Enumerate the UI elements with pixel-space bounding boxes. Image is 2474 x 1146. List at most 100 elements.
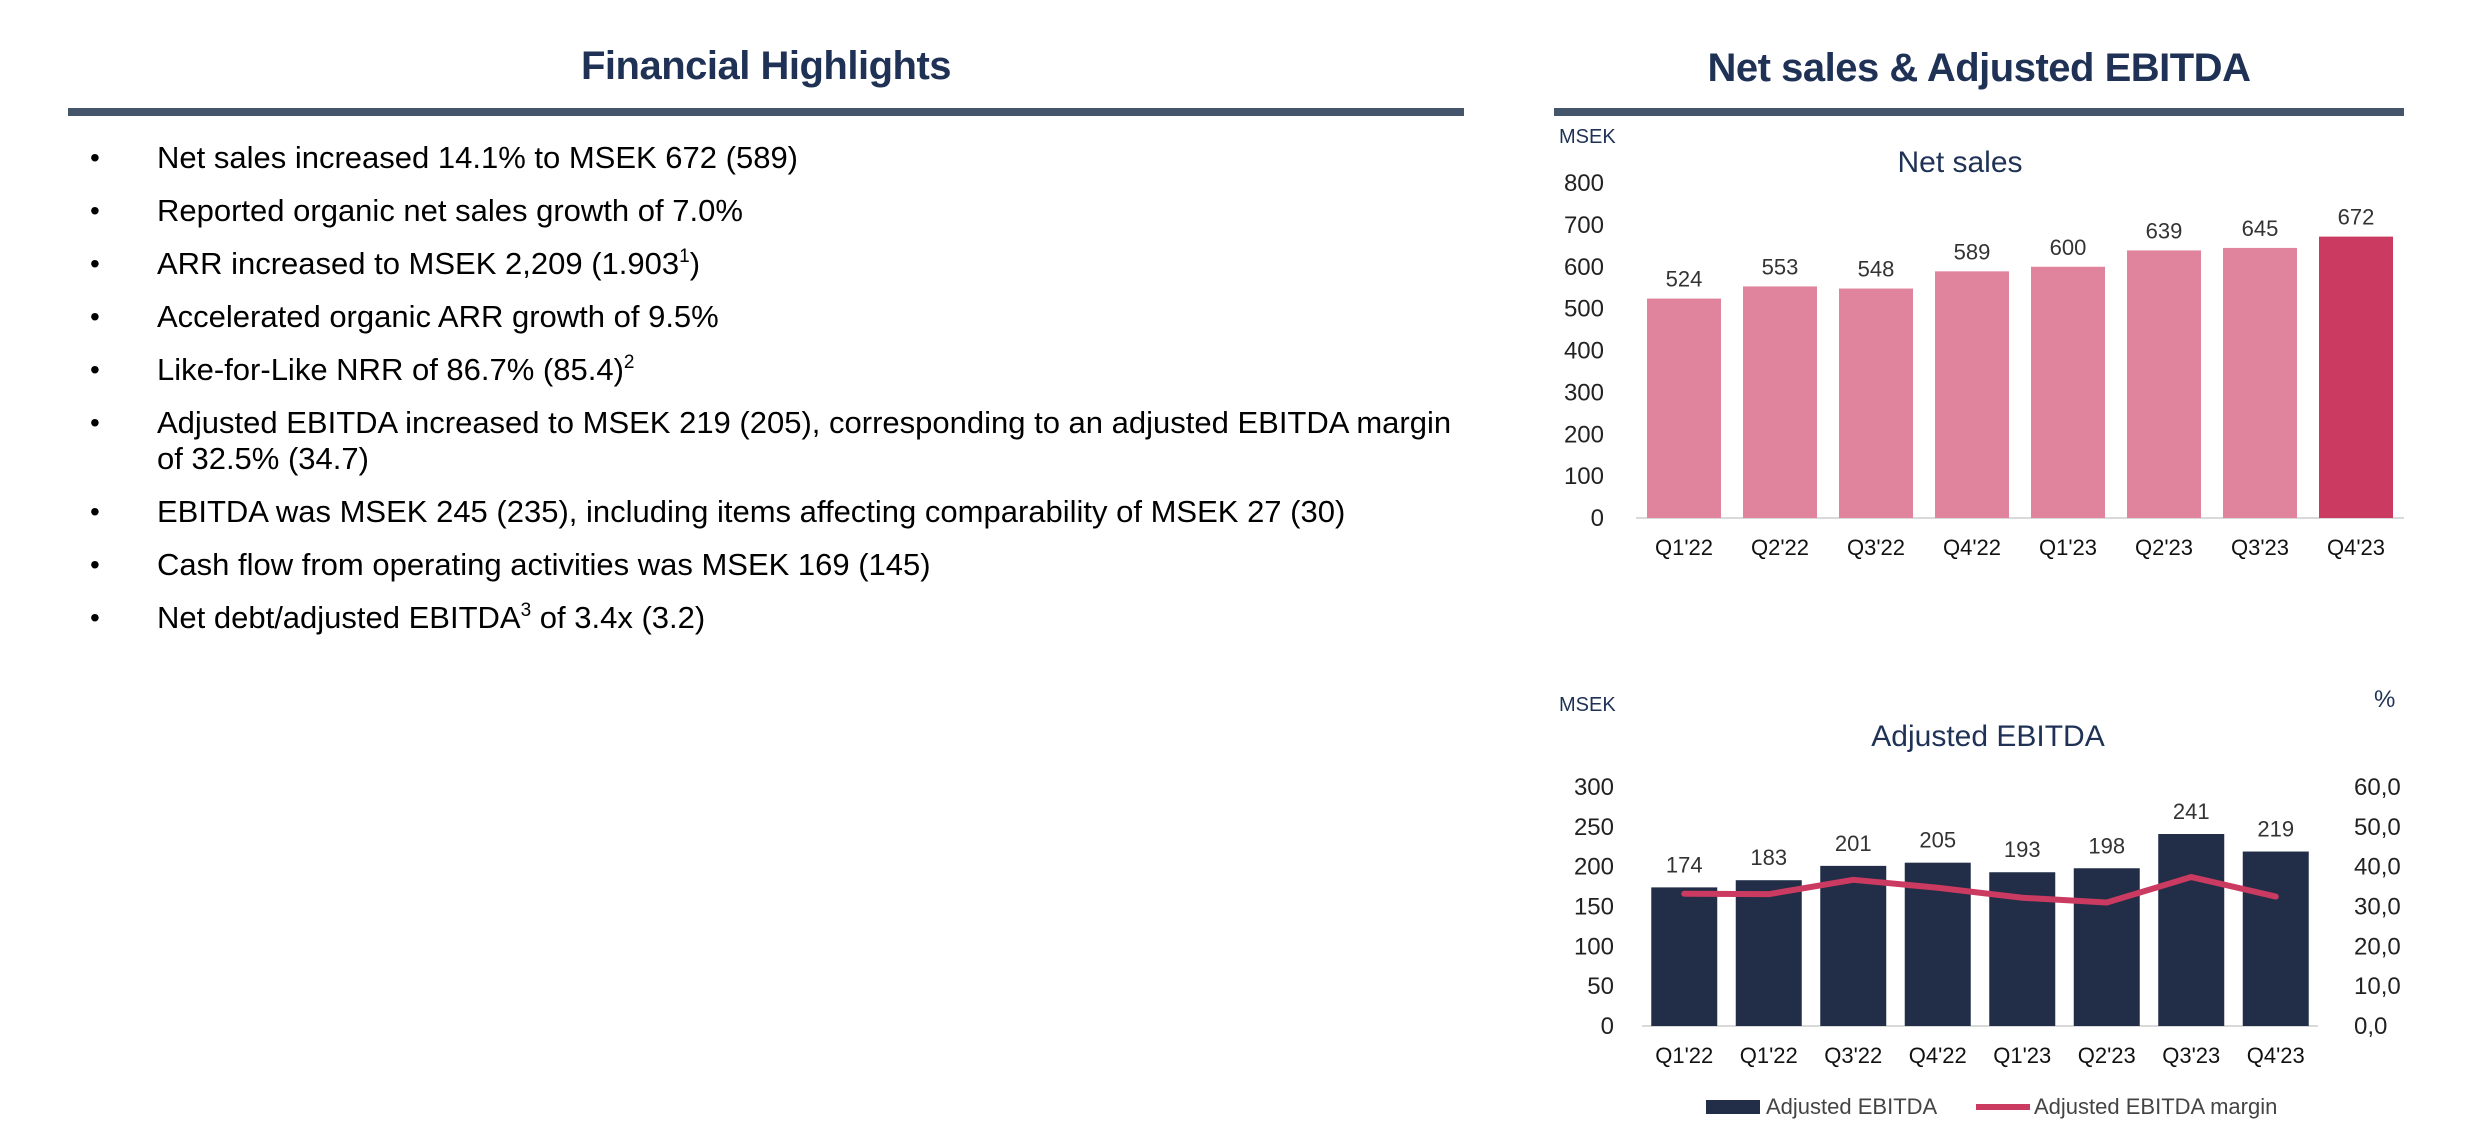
net-sales-y-tick: 700 <box>1564 212 1604 239</box>
highlight-item: • Reported organic net sales growth of 7.… <box>90 193 1470 229</box>
ebitda-data-label: 219 <box>2257 817 2294 842</box>
net-sales-data-label: 589 <box>1954 239 1991 264</box>
net-sales-y-tick: 400 <box>1564 338 1604 365</box>
bullet-dot: • <box>90 602 100 633</box>
footnote-ref: 2 <box>623 352 635 373</box>
net-sales-data-label: 600 <box>2050 235 2087 260</box>
net-sales-x-tick: Q1'23 <box>2039 535 2097 560</box>
ebitda-y-tick: 100 <box>1574 933 1614 960</box>
ebitda-bar <box>2242 851 2309 1026</box>
highlight-item: • Like-for-Like NRR of 86.7% (85.4)2 <box>90 352 1470 388</box>
ebitda-data-label: 174 <box>1666 852 1703 877</box>
bullet-dot: • <box>90 407 100 438</box>
ebitda-bar <box>1651 887 1718 1026</box>
highlight-item: • EBITDA was MSEK 245 (235), including it… <box>90 494 1470 530</box>
highlight-text: ARR increased to MSEK 2,209 (1.903 <box>157 246 680 281</box>
net-sales-x-tick: Q2'22 <box>1751 535 1809 560</box>
ebitda-x-tick: Q1'23 <box>1993 1043 2051 1068</box>
footnote-ref: 1 <box>679 246 690 267</box>
net-sales-bar <box>1839 288 1913 518</box>
highlight-text: Accelerated organic ARR growth of 9.5% <box>157 299 719 334</box>
net-sales-data-label: 639 <box>2146 218 2183 243</box>
ebitda-y-tick: 50 <box>1587 973 1614 1000</box>
net-sales-bar <box>1743 286 1817 518</box>
legend-swatch-ebitda <box>1706 1100 1760 1114</box>
bullet-dot: • <box>90 195 100 226</box>
net-sales-title: Net sales <box>1897 146 2022 179</box>
net-sales-x-tick: Q3'22 <box>1847 535 1905 560</box>
ebitda-y2-tick: 0,0 <box>2354 1013 2387 1040</box>
net-sales-y-tick: 0 <box>1591 505 1604 532</box>
net-sales-bar <box>2031 266 2105 518</box>
ebitda-y2-tick: 50,0 <box>2354 814 2401 841</box>
ebitda-x-tick: Q2'23 <box>2078 1043 2136 1068</box>
ebitda-bar <box>2073 868 2140 1026</box>
highlight-text: EBITDA was MSEK 245 (235), including ite… <box>157 494 1346 529</box>
ebitda-data-label: 205 <box>1919 828 1956 853</box>
highlight-item: • Net sales increased 14.1% to MSEK 672 (… <box>90 140 1470 176</box>
net-sales-data-label: 548 <box>1858 257 1895 282</box>
ebitda-unit-label: MSEK <box>1559 694 1616 716</box>
ebitda-margin-line <box>1681 874 2279 906</box>
ebitda-y-tick: 250 <box>1574 814 1614 841</box>
bullet-dot: • <box>90 301 100 332</box>
ebitda-y2-tick: 10,0 <box>2354 973 2401 1000</box>
highlights-list: • Net sales increased 14.1% to MSEK 672 (… <box>90 140 1470 653</box>
financial-highlights-heading: Financial Highlights <box>580 44 952 88</box>
ebitda-y2-tick: 20,0 <box>2354 933 2401 960</box>
net-sales-data-label: 672 <box>2338 205 2375 230</box>
ebitda-data-label: 241 <box>2173 799 2210 824</box>
ebitda-x-tick: Q1'22 <box>1655 1043 1713 1068</box>
ebitda-x-tick: Q1'22 <box>1740 1043 1798 1068</box>
net-sales-unit-label: MSEK <box>1559 126 1616 148</box>
highlight-text: Cash flow from operating activities was … <box>157 547 931 582</box>
highlight-text-tail: ) <box>689 246 701 281</box>
ebitda-y-tick: 300 <box>1574 774 1614 801</box>
net-sales-x-tick: Q2'23 <box>2135 535 2193 560</box>
highlight-text: Adjusted EBITDA increased to MSEK 219 (2… <box>157 405 1452 476</box>
ebitda-data-label: 193 <box>2004 837 2041 862</box>
highlight-text: Like-for-Like NRR of 86.7% (85.4) <box>157 352 624 387</box>
ebitda-y-tick: 0 <box>1601 1013 1614 1040</box>
ebitda-x-tick: Q3'23 <box>2162 1043 2220 1068</box>
bullet-dot: • <box>90 248 100 279</box>
ebitda-data-label: 201 <box>1835 831 1872 856</box>
bullet-dot: • <box>90 549 100 580</box>
highlight-text: Net sales increased 14.1% to MSEK 672 (5… <box>157 140 799 175</box>
bullet-dot: • <box>90 354 100 385</box>
ebitda-y2-tick: 30,0 <box>2354 894 2401 921</box>
net-sales-bar <box>2127 250 2201 518</box>
ebitda-title: Adjusted EBITDA <box>1871 720 2104 753</box>
net-sales-y-tick: 200 <box>1564 421 1604 448</box>
net-sales-data-label: 645 <box>2242 216 2279 241</box>
ebitda-y-tick: 150 <box>1574 894 1614 921</box>
ebitda-x-tick: Q3'22 <box>1824 1043 1882 1068</box>
net-sales-bar <box>2319 236 2393 518</box>
ebitda-x-tick: Q4'23 <box>2247 1043 2305 1068</box>
net-sales-y-tick: 100 <box>1564 463 1604 490</box>
net-sales-data-label: 553 <box>1762 254 1799 279</box>
net-sales-x-tick: Q4'23 <box>2327 535 2385 560</box>
net-sales-x-tick: Q3'23 <box>2231 535 2289 560</box>
charts-heading: Net sales & Adjusted EBITDA <box>1707 46 2251 90</box>
highlight-item: • ARR increased to MSEK 2,209 (1.9031) <box>90 246 1470 282</box>
net-sales-x-tick: Q1'22 <box>1655 535 1713 560</box>
ebitda-bar <box>1735 880 1802 1026</box>
ebitda-x-tick: Q4'22 <box>1909 1043 1967 1068</box>
highlight-text: Reported organic net sales growth of 7.0… <box>157 193 743 228</box>
net-sales-y-tick: 600 <box>1564 254 1604 281</box>
footnote-ref: 3 <box>520 600 532 621</box>
highlight-item: • Net debt/adjusted EBITDA3 of 3.4x (3.2) <box>90 600 1470 636</box>
highlight-item: • Cash flow from operating activities was… <box>90 547 1470 583</box>
highlight-item: • Adjusted EBITDA increased to MSEK 219 (… <box>90 405 1470 477</box>
net-sales-y-tick: 300 <box>1564 379 1604 406</box>
net-sales-x-tick: Q4'22 <box>1943 535 2001 560</box>
ebitda-bar <box>2158 834 2225 1026</box>
bullet-dot: • <box>90 142 100 173</box>
ebitda-y2-tick: 60,0 <box>2354 774 2401 801</box>
legend-label-margin: Adjusted EBITDA margin <box>2034 1094 2277 1119</box>
ebitda-y-tick: 200 <box>1574 854 1614 881</box>
ebitda-data-label: 183 <box>1750 845 1787 870</box>
right-heading-rule <box>1554 108 2404 116</box>
left-heading-rule <box>68 108 1464 116</box>
